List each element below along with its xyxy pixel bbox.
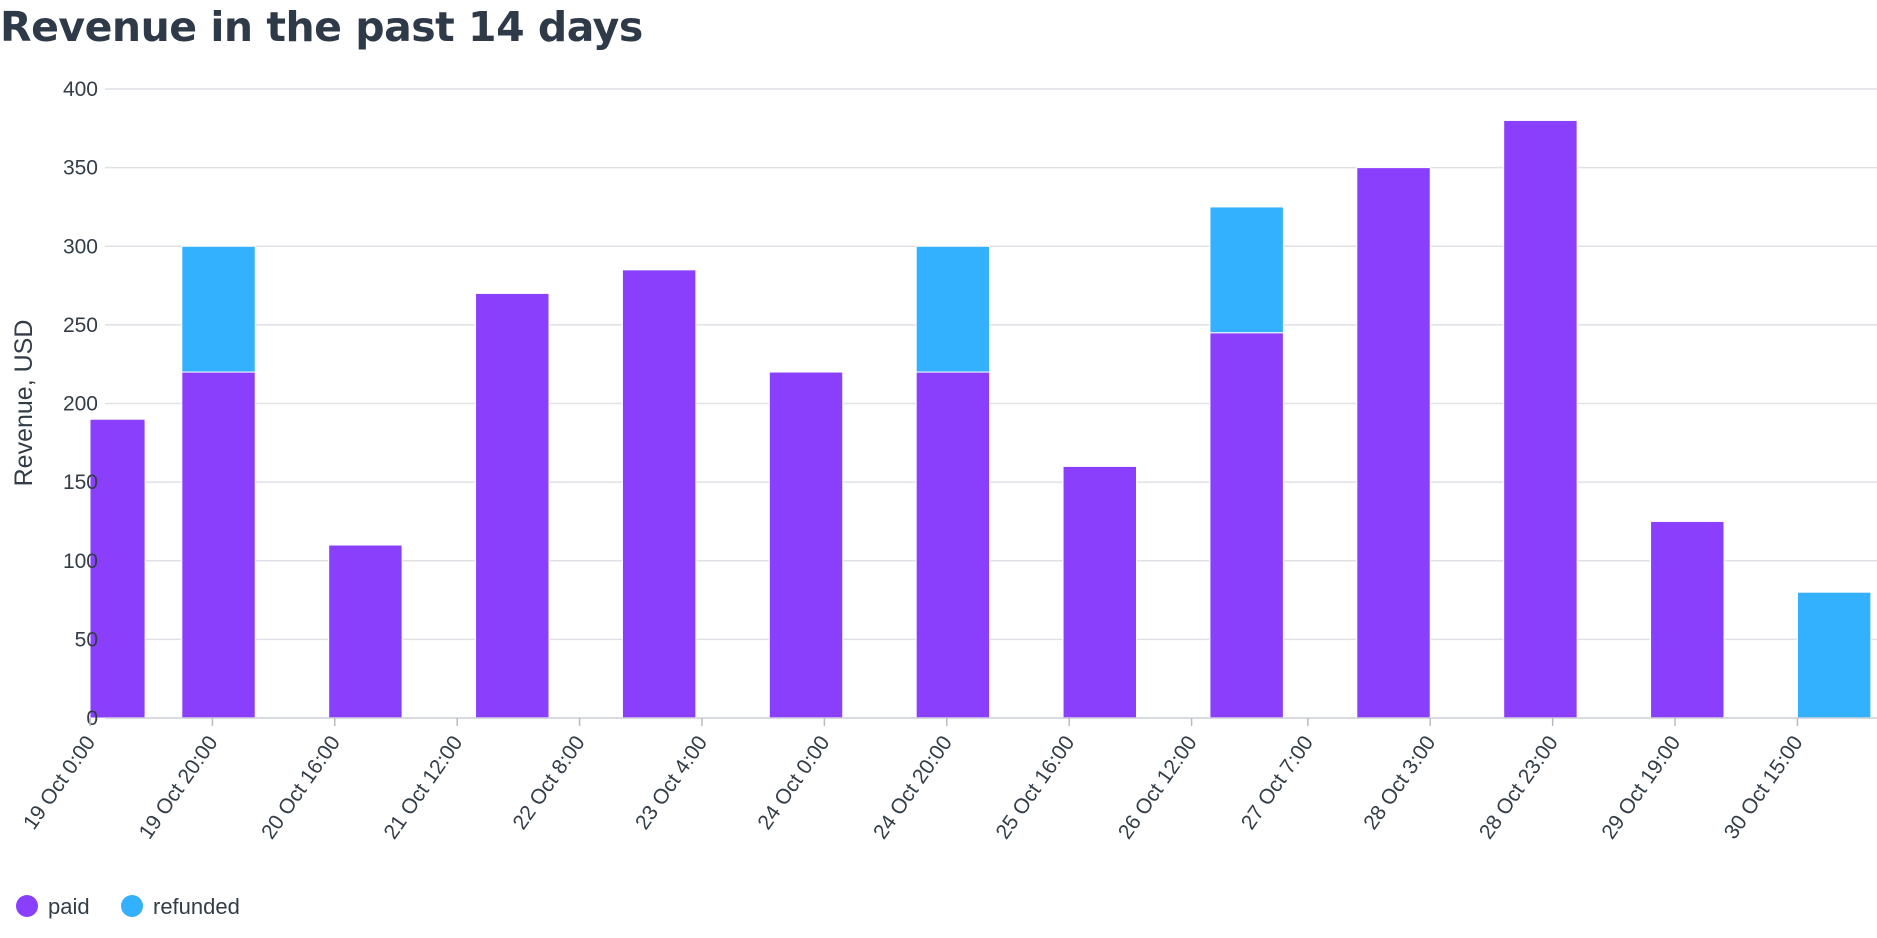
legend: paid refunded bbox=[16, 894, 240, 919]
bar-paid[interactable] bbox=[1062, 465, 1137, 719]
y-tick-label: 350 bbox=[63, 157, 98, 180]
bar-paid[interactable] bbox=[328, 544, 403, 719]
x-tick-label: 27 Oct 7:00 bbox=[1237, 732, 1318, 834]
x-tick-label: 28 Oct 3:00 bbox=[1359, 732, 1440, 834]
x-tick-label: 19 Oct 20:00 bbox=[135, 732, 223, 844]
x-tick-label: 19 Oct 0:00 bbox=[19, 732, 100, 834]
x-tick-label: 23 Oct 4:00 bbox=[631, 732, 712, 834]
bar-refunded[interactable] bbox=[1796, 591, 1872, 719]
x-tick-label: 20 Oct 16:00 bbox=[257, 732, 345, 844]
chart-title: Revenue in the past 14 days bbox=[0, 3, 643, 51]
x-tick-label: 28 Oct 23:00 bbox=[1475, 732, 1563, 844]
x-tick-label: 24 Oct 20:00 bbox=[869, 732, 957, 844]
bar-refunded[interactable] bbox=[181, 245, 256, 373]
y-tick-label: 400 bbox=[63, 78, 98, 101]
y-axis-title: Revenue, USD bbox=[10, 320, 38, 487]
x-tick-label: 21 Oct 12:00 bbox=[379, 732, 467, 844]
x-tick-label: 30 Oct 15:00 bbox=[1720, 732, 1808, 844]
bars bbox=[89, 119, 1872, 719]
bar-paid[interactable] bbox=[1356, 167, 1431, 719]
bar-paid[interactable] bbox=[915, 371, 991, 719]
y-tick-label: 150 bbox=[63, 471, 98, 494]
x-tick-label: 24 Oct 0:00 bbox=[753, 732, 834, 834]
y-tick-label: 50 bbox=[75, 628, 98, 651]
bar-paid[interactable] bbox=[621, 269, 697, 719]
bar-paid[interactable] bbox=[1650, 520, 1725, 719]
x-tick-label: 22 Oct 8:00 bbox=[509, 732, 590, 834]
bar-paid[interactable] bbox=[475, 292, 550, 719]
y-tick-label: 300 bbox=[63, 235, 98, 258]
y-tick-label: 100 bbox=[63, 550, 98, 573]
bar-refunded[interactable] bbox=[915, 245, 991, 373]
bar-paid[interactable] bbox=[1503, 119, 1578, 719]
x-tick-label: 26 Oct 12:00 bbox=[1114, 732, 1202, 844]
legend-label-paid[interactable]: paid bbox=[48, 894, 90, 919]
y-tick-label: 0 bbox=[86, 707, 98, 730]
legend-swatch-paid bbox=[16, 895, 38, 917]
y-tick-label: 250 bbox=[63, 314, 98, 337]
bar-paid[interactable] bbox=[89, 418, 146, 719]
bar-paid[interactable] bbox=[1209, 332, 1284, 719]
x-tick-label: 25 Oct 16:00 bbox=[991, 732, 1079, 844]
bar-refunded[interactable] bbox=[1209, 206, 1284, 334]
x-tick-label: 29 Oct 19:00 bbox=[1597, 732, 1685, 844]
legend-swatch-refunded bbox=[121, 895, 143, 917]
y-tick-label: 200 bbox=[63, 393, 98, 416]
bar-paid[interactable] bbox=[181, 371, 256, 719]
legend-label-refunded[interactable]: refunded bbox=[153, 894, 240, 919]
bar-paid[interactable] bbox=[768, 371, 844, 719]
